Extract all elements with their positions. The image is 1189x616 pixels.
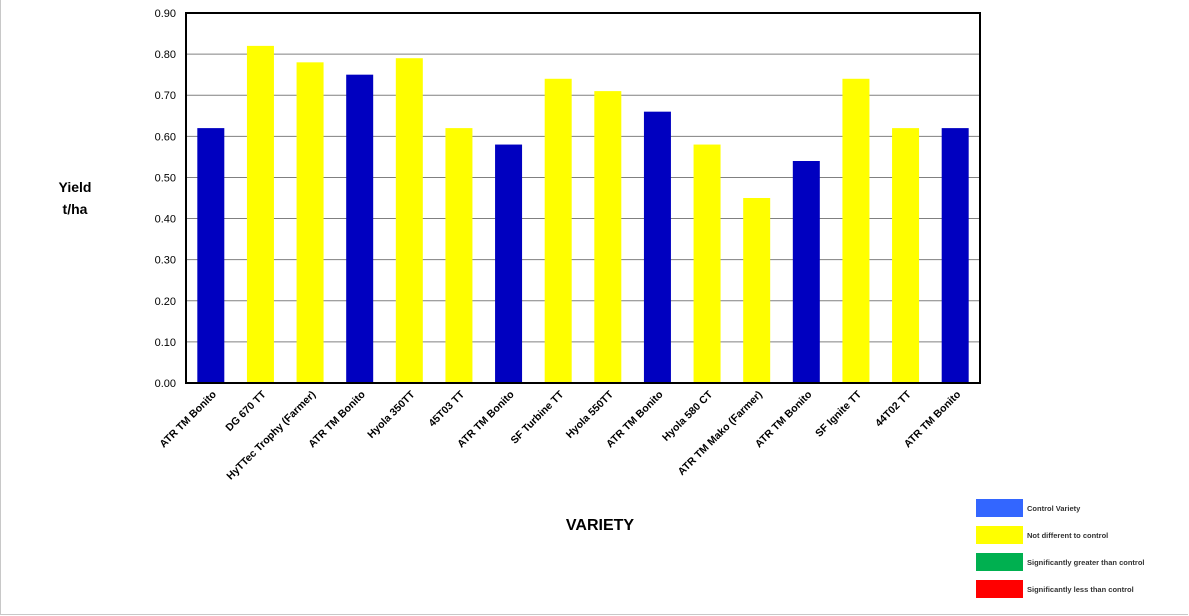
x-tick-label: ATR TM Mako (Farmer) [676,389,765,478]
legend-label: Control Variety [1027,503,1081,513]
legend-label: Not different to control [1027,530,1109,540]
legend: Control Variety Not different to control… [976,499,1176,607]
bar [892,128,920,383]
bar [743,198,771,383]
bar [643,111,671,384]
plot-frame [185,12,981,384]
y-tick-label: 0.70 [155,90,176,102]
y-tick-label: 0.40 [155,214,176,226]
x-axis-label: VARIETY [565,517,635,534]
x-tick-label: Hyola 550TT [564,388,617,441]
legend-label: Significantly less than control [1027,584,1134,594]
x-tick-label: DG 670 TT [223,388,269,434]
bar [693,144,721,383]
y-tick-label: 0.30 [155,255,176,267]
y-tick-label: 0.90 [155,8,176,20]
legend-swatch [976,499,1023,517]
bar [296,62,324,383]
x-tick-label: 44T02 TT [873,388,914,429]
y-tick-label: 0.60 [155,131,176,143]
y-tick-label: 0.50 [155,172,176,184]
x-tick-label: ATR TM Bonito [157,389,219,451]
x-tick-label: Hyola 580 CT [660,388,716,444]
bar [842,78,870,384]
bar [395,58,423,383]
bar [941,128,969,383]
legend-label: Significantly greater than control [1027,557,1145,567]
bar [594,91,622,383]
legend-item-control: Control Variety [976,499,1176,517]
legend-swatch [976,526,1023,544]
x-tick-label: HyTTec Trophy (Farmer) [224,389,318,483]
y-axis-label: Yield t/ha [58,179,92,217]
legend-item-greater: Significantly greater than control [976,553,1176,571]
bar [346,74,374,384]
x-tick-label: SF Ignite TT [813,388,864,439]
bar [792,161,820,383]
y-tick-label: 0.10 [155,337,176,349]
y-tick-label: 0.80 [155,49,176,61]
legend-swatch [976,553,1023,571]
legend-item-not-different: Not different to control [976,526,1176,544]
legend-swatch [976,580,1023,598]
x-tick-label: SF Turbine TT [508,388,566,446]
bar [495,144,523,383]
x-tick-label: 45T03 TT [426,388,467,429]
y-tick-label: 0.00 [155,378,176,390]
bar [246,45,274,384]
x-tick-label: Hyola 350TT [365,388,418,441]
bar [445,128,473,383]
legend-item-less: Significantly less than control [976,580,1176,598]
y-tick-label: 0.20 [155,296,176,308]
bar [544,78,572,384]
bar [197,128,225,383]
